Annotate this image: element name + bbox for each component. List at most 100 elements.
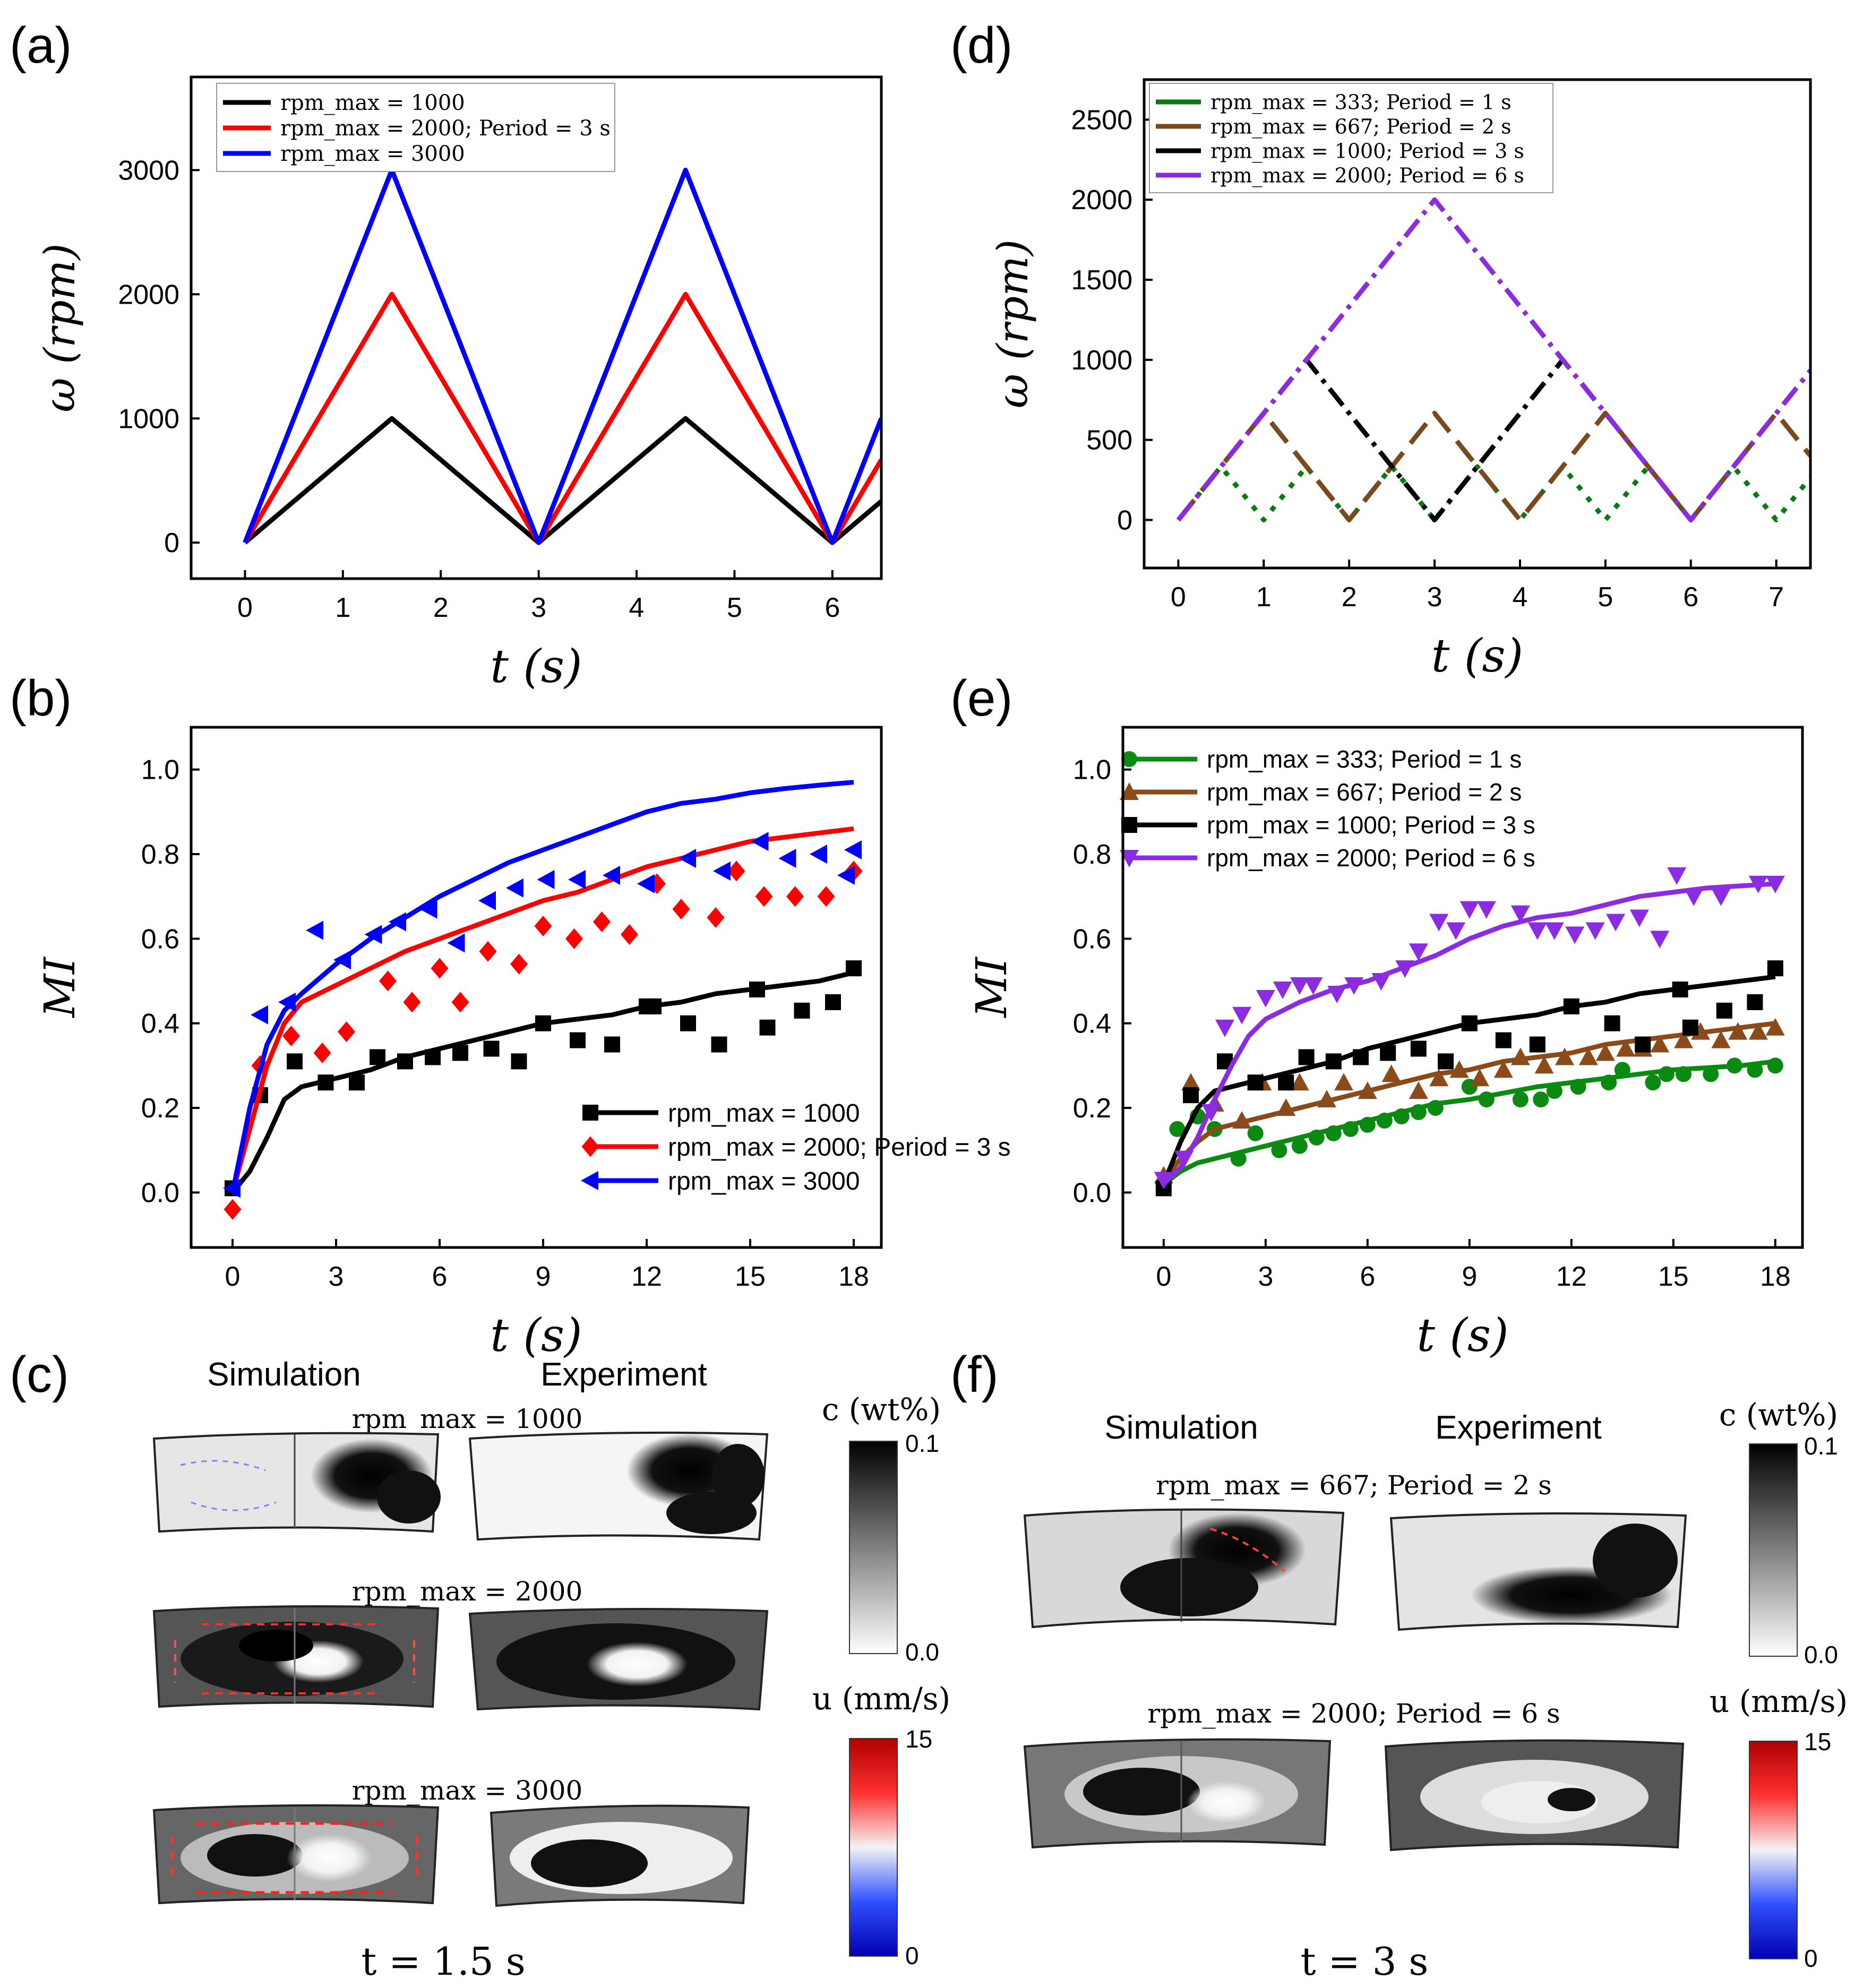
data-point (1585, 922, 1605, 940)
data-point (1684, 888, 1704, 906)
chart-e: 0 3 6 9 12 15 18 0.0 0.2 0.4 0.6 0.8 1.0 t (s) MI rpm_m… (967, 726, 1804, 1362)
y-tick-label: 0.0 (1073, 1177, 1111, 1208)
panel-c-row2-label: rpm_max = 2000 (352, 1576, 583, 1607)
panel-c-cbar-u (849, 1738, 898, 1957)
x-tick-label: 15 (1658, 1261, 1689, 1292)
data-point (1645, 1074, 1661, 1091)
data-point (1682, 1019, 1698, 1036)
data-point (1247, 1074, 1264, 1091)
data-point (1181, 1073, 1200, 1091)
data-point (1371, 973, 1391, 991)
data-point (1230, 1150, 1247, 1167)
legend-box (216, 83, 615, 172)
data-point (483, 1040, 500, 1057)
panel-f-time-label: t = 3 s (1301, 1939, 1429, 1984)
data-point (1317, 1090, 1336, 1108)
data-point (1376, 1112, 1393, 1129)
legend-marker (1120, 782, 1139, 800)
series-line (243, 291, 881, 545)
legend-label: rpm_max = 333; Period = 1 s (1210, 90, 1512, 114)
legend-label: rpm_max = 3000 (280, 142, 465, 166)
x-tick-label: 18 (838, 1261, 869, 1292)
legend-label: rpm_max = 2000; Period = 3 s (668, 1133, 1011, 1161)
data-point (749, 981, 765, 997)
data-point (287, 1053, 303, 1070)
data-point (1325, 1125, 1342, 1141)
y-tick-label: 1000 (118, 403, 179, 434)
data-point (370, 1049, 385, 1065)
data-point (1169, 1121, 1186, 1137)
data-point (1650, 931, 1670, 949)
data-point (727, 860, 745, 882)
data-point (1344, 977, 1364, 995)
x-tick-label: 5 (1598, 582, 1613, 613)
legend-label: rpm_max = 2000; Period = 3 s (280, 116, 611, 141)
data-point (1342, 1121, 1359, 1137)
y-tick-label: 0.0 (141, 1177, 179, 1208)
data-point (1215, 1019, 1234, 1037)
panel-c-cbar-c-title: c (wt%) (822, 1391, 941, 1427)
data-point (1278, 1074, 1294, 1091)
data-point (646, 998, 662, 1014)
y-tick-label: 1.0 (141, 755, 179, 786)
y-tick-label: 0 (1117, 505, 1132, 536)
panel-c-cbar-u-max: 15 (905, 1725, 932, 1753)
panel-label-a: (a) (10, 17, 72, 74)
data-point (479, 941, 497, 962)
data-point (846, 960, 862, 977)
x-tick-label: 12 (1556, 1261, 1587, 1292)
c-sim-row2 (152, 1605, 440, 1708)
panel-c-row3-label: rpm_max = 3000 (352, 1775, 583, 1806)
data-point (1271, 1142, 1287, 1158)
data-point (1427, 1100, 1444, 1116)
data-point (1527, 922, 1547, 940)
data-point (1395, 960, 1415, 978)
data-point (1767, 960, 1783, 977)
data-point (1616, 1039, 1636, 1057)
data-point (317, 1074, 334, 1091)
data-point (679, 848, 696, 868)
data-point (1327, 985, 1347, 1003)
x-tick-label: 1 (1256, 582, 1272, 613)
data-point (313, 1042, 331, 1063)
data-point (1183, 1087, 1199, 1104)
data-point (1449, 1060, 1469, 1078)
legend-label: rpm_max = 1000 (668, 1099, 860, 1128)
data-point (1555, 1047, 1574, 1065)
x-tick-label: 6 (1683, 582, 1698, 613)
c-exp-row2 (468, 1608, 769, 1711)
c-exp-row1 (468, 1431, 769, 1541)
data-point (825, 994, 841, 1010)
panel-f-row1-label: rpm_max = 667; Period = 2 s (1156, 1470, 1552, 1501)
panel-f-simulation-heading: Simulation (1104, 1409, 1258, 1446)
panel-label-e: (e) (950, 670, 1012, 727)
data-point (1570, 1079, 1586, 1095)
data-point (1298, 1049, 1315, 1065)
y-tick-label: 1000 (1071, 345, 1132, 376)
x-tick-label: 7 (1768, 582, 1784, 613)
data-point (1460, 901, 1479, 919)
data-point (1470, 1069, 1489, 1087)
data-point (349, 1074, 365, 1091)
legend-label: rpm_max = 2000; Period = 6 s (1207, 844, 1535, 872)
x-tick-label: 0 (237, 592, 253, 623)
data-point (338, 1021, 355, 1043)
legend-label: rpm_max = 333; Period = 1 s (1207, 745, 1522, 773)
data-point (1747, 994, 1763, 1010)
data-point (403, 992, 421, 1013)
panel-c: Simulation Experiment rpm_max = 1000 rpm… (152, 1356, 950, 1984)
x-axis-label: t (s) (1416, 1309, 1508, 1362)
data-point (1303, 977, 1323, 995)
data-point (1247, 1125, 1264, 1141)
x-tick-label: 3 (531, 592, 546, 623)
legend-label: rpm_max = 3000 (668, 1167, 860, 1195)
data-point (447, 933, 465, 953)
data-point (1510, 905, 1530, 923)
x-tick-label: 15 (735, 1261, 766, 1292)
data-point (1711, 888, 1731, 906)
data-point (1232, 1006, 1251, 1025)
series-line (243, 167, 881, 545)
data-point (1174, 1150, 1194, 1168)
x-tick-label: 4 (1512, 582, 1527, 613)
data-point (431, 958, 449, 979)
